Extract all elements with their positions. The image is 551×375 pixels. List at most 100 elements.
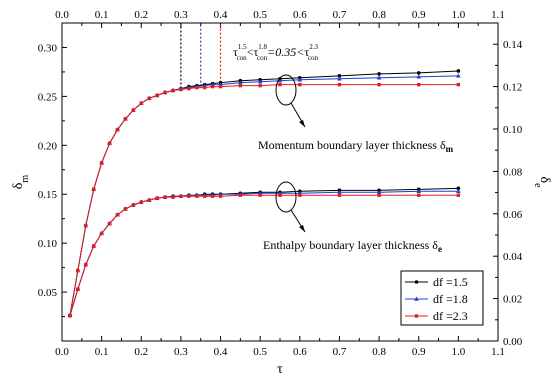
enthalpy-group-ellipse (275, 181, 297, 213)
momentum-point (238, 80, 243, 85)
y-left-tick-label: 0.30 (38, 42, 58, 54)
legend-marker (414, 296, 419, 301)
enthalpy-point (131, 203, 136, 207)
y-right-tick-label: 0.02 (503, 294, 522, 306)
enthalpy-point (218, 194, 223, 198)
enthalpy-point (298, 193, 302, 197)
momentum-point (195, 85, 199, 90)
momentum-point (456, 82, 461, 87)
enthalpy-point (210, 194, 215, 198)
legend-label: df =1.5 (433, 275, 468, 289)
y-right-tick-label: 0.10 (503, 124, 523, 136)
momentum-point (337, 76, 342, 81)
legend-label: df =1.8 (433, 292, 468, 306)
momentum-point (147, 96, 151, 101)
momentum-point (92, 187, 96, 192)
enthalpy-point (258, 193, 262, 197)
x-top-tick-label: 0.3 (174, 9, 188, 21)
momentum-point (337, 74, 342, 78)
x-top-tick-label: 0.4 (214, 9, 228, 21)
momentum-point (376, 75, 382, 80)
enthalpy-point (278, 193, 282, 197)
enthalpy-point (123, 207, 128, 211)
legend-marker (414, 280, 419, 284)
enthalpy-line (69, 190, 459, 316)
momentum-point (238, 83, 243, 88)
x-tick-label: 0.2 (134, 346, 148, 358)
momentum-point (202, 85, 207, 90)
x-axis-bottom: 0.0 0.1 0.2 0.3 0.4 0.5 0.6 0.7 0.8 0.9 1.0 1.1 (55, 336, 505, 358)
momentum-point (163, 90, 167, 95)
x-tick-label: 0.7 (333, 346, 347, 358)
momentum-point (416, 71, 421, 75)
momentum-point (218, 84, 223, 89)
momentum-point (337, 82, 342, 87)
momentum-point (298, 82, 302, 87)
y-axis-right-title: δe (533, 176, 551, 188)
x-tick-label: 0.9 (412, 346, 426, 358)
x-top-tick-label: 0.0 (55, 9, 69, 21)
enthalpy-point (456, 193, 461, 197)
momentum-point (377, 72, 381, 76)
x-top-tick-label: 0.1 (95, 9, 109, 21)
y-right-tick-label: 0.04 (503, 251, 523, 263)
enthalpy-point (155, 196, 159, 200)
y-right-tick-label: 0.06 (503, 209, 523, 221)
enthalpy-leader-arrow (299, 225, 305, 232)
y-left-tick-label: 0.20 (38, 140, 58, 152)
momentum-point (155, 93, 159, 98)
momentum-point (297, 77, 303, 82)
x-top-tick-label: 0.2 (134, 9, 148, 21)
momentum-point (257, 79, 263, 84)
x-top-tick-label: 0.5 (253, 9, 267, 21)
x-tick-label: 0.6 (293, 346, 307, 358)
momentum-point (115, 127, 120, 132)
enthalpy-point (202, 194, 207, 198)
momentum-point (131, 108, 136, 112)
enthalpy-point (187, 194, 191, 198)
legend-marker (414, 314, 419, 318)
x-tick-label: 0.0 (55, 346, 69, 358)
series-layer (67, 69, 461, 318)
x-axis-title: τ (277, 362, 283, 375)
enthalpy-point (115, 213, 120, 217)
momentum-group-ellipse (275, 74, 297, 106)
momentum-line (69, 84, 459, 316)
y-axis-right: 0.00 0.02 0.04 0.06 0.08 0.10 0.12 0.14 (493, 39, 523, 348)
momentum-point (456, 73, 461, 78)
enthalpy-label: Enthalpy boundary layer thickness δe (263, 238, 442, 254)
enthalpy-point (171, 195, 175, 199)
enthalpy-point (337, 193, 342, 197)
y-right-tick-label: 0.08 (503, 166, 523, 178)
x-tick-label: 0.1 (95, 346, 109, 358)
momentum-point (187, 86, 191, 91)
tau-relation-annotation: τ1.5 con<τ1.8 con=0.35<τ2.3 con (233, 43, 319, 62)
x-tick-label: 0.4 (214, 346, 228, 358)
momentum-point (210, 84, 215, 89)
enthalpy-point (195, 194, 199, 198)
x-tick-label: 1.0 (451, 346, 465, 358)
enthalpy-point (337, 189, 342, 194)
y-right-tick-label: 0.00 (503, 336, 523, 348)
x-tick-label: 1.1 (491, 346, 505, 358)
x-tick-label: 0.5 (253, 346, 267, 358)
y-left-tick-label: 0.15 (38, 189, 58, 201)
x-top-tick-label: 0.6 (293, 9, 307, 21)
momentum-point (456, 69, 461, 73)
momentum-point (278, 82, 282, 87)
enthalpy-point (68, 313, 72, 318)
momentum-point (99, 161, 104, 165)
legend-label: df =2.3 (433, 309, 468, 323)
enthalpy-point (238, 193, 243, 197)
momentum-point (277, 78, 283, 83)
enthalpy-point (417, 193, 421, 197)
enthalpy-point (92, 244, 96, 248)
y-right-tick-label: 0.12 (503, 82, 522, 94)
y-right-tick-label: 0.14 (503, 39, 523, 51)
enthalpy-point (179, 194, 183, 198)
enthalpy-point (84, 262, 88, 267)
momentum-point (139, 101, 143, 105)
y-left-tick-label: 0.25 (38, 91, 58, 103)
momentum-leader-arrow (299, 120, 305, 127)
enthalpy-point (163, 195, 167, 199)
